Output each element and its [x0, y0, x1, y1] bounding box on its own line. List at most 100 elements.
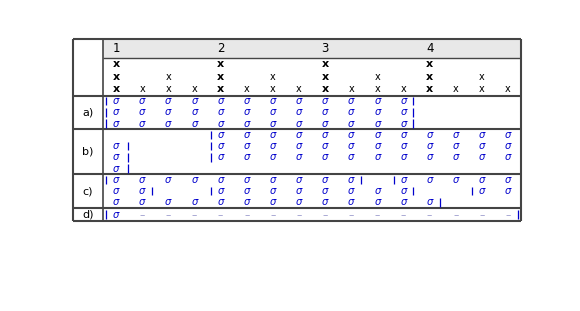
Text: σ: σ	[400, 197, 407, 207]
Text: x: x	[191, 84, 197, 94]
Text: σ: σ	[113, 164, 119, 174]
Text: –: –	[349, 210, 354, 220]
Text: –: –	[140, 210, 145, 220]
Text: x: x	[165, 72, 171, 82]
Text: x: x	[217, 72, 224, 82]
Text: σ: σ	[191, 96, 198, 106]
Text: σ: σ	[374, 186, 380, 196]
Text: σ: σ	[244, 96, 250, 106]
Text: σ: σ	[296, 197, 302, 207]
Text: σ: σ	[191, 175, 198, 185]
Text: σ: σ	[139, 96, 146, 106]
Text: σ: σ	[244, 130, 250, 140]
Text: σ: σ	[348, 107, 354, 117]
Text: x: x	[113, 72, 119, 82]
Text: 4: 4	[426, 42, 433, 55]
Text: x: x	[270, 84, 276, 94]
Text: σ: σ	[244, 175, 250, 185]
Text: –: –	[375, 210, 380, 220]
Text: x: x	[244, 84, 249, 94]
Text: σ: σ	[139, 175, 146, 185]
Text: x: x	[426, 59, 433, 69]
Text: σ: σ	[270, 152, 276, 162]
Text: σ: σ	[452, 152, 459, 162]
Text: σ: σ	[113, 210, 119, 220]
Text: –: –	[479, 210, 485, 220]
Text: σ: σ	[374, 96, 380, 106]
Text: σ: σ	[322, 130, 328, 140]
Text: σ: σ	[322, 107, 328, 117]
Text: σ: σ	[296, 130, 302, 140]
Text: σ: σ	[218, 107, 224, 117]
Text: σ: σ	[244, 152, 250, 162]
Text: σ: σ	[165, 197, 172, 207]
Text: σ: σ	[400, 141, 407, 151]
Text: σ: σ	[348, 130, 354, 140]
Text: σ: σ	[113, 197, 119, 207]
Text: –: –	[296, 210, 302, 220]
Text: σ: σ	[218, 119, 224, 129]
Text: σ: σ	[322, 96, 328, 106]
Text: 2: 2	[217, 42, 224, 55]
Text: σ: σ	[113, 119, 119, 129]
Text: σ: σ	[270, 130, 276, 140]
Text: σ: σ	[270, 96, 276, 106]
Text: σ: σ	[348, 175, 354, 185]
Text: σ: σ	[400, 186, 407, 196]
Text: x: x	[401, 84, 407, 94]
Text: σ: σ	[478, 130, 485, 140]
Text: σ: σ	[296, 141, 302, 151]
Text: σ: σ	[113, 152, 119, 162]
Text: –: –	[322, 210, 328, 220]
Text: σ: σ	[322, 152, 328, 162]
Text: σ: σ	[113, 107, 119, 117]
Text: σ: σ	[374, 141, 380, 151]
Text: σ: σ	[322, 197, 328, 207]
Text: σ: σ	[505, 130, 511, 140]
Text: σ: σ	[426, 152, 433, 162]
Text: σ: σ	[165, 107, 172, 117]
Text: d): d)	[82, 210, 93, 220]
Text: x: x	[113, 59, 119, 69]
Text: x: x	[270, 72, 276, 82]
Text: σ: σ	[244, 107, 250, 117]
Text: σ: σ	[348, 152, 354, 162]
Text: –: –	[401, 210, 406, 220]
Text: σ: σ	[218, 175, 224, 185]
Text: σ: σ	[270, 175, 276, 185]
Text: x: x	[479, 84, 485, 94]
Text: x: x	[505, 84, 511, 94]
Text: σ: σ	[296, 107, 302, 117]
Text: –: –	[166, 210, 171, 220]
Text: x: x	[375, 72, 380, 82]
Text: –: –	[453, 210, 458, 220]
Text: σ: σ	[505, 152, 511, 162]
Text: σ: σ	[218, 186, 224, 196]
Text: σ: σ	[478, 152, 485, 162]
Text: σ: σ	[218, 96, 224, 106]
Text: c): c)	[82, 186, 93, 196]
Text: σ: σ	[296, 186, 302, 196]
Text: σ: σ	[374, 119, 380, 129]
Text: σ: σ	[113, 175, 119, 185]
Text: σ: σ	[191, 197, 198, 207]
Text: σ: σ	[322, 119, 328, 129]
Text: σ: σ	[452, 130, 459, 140]
Text: σ: σ	[374, 130, 380, 140]
Text: σ: σ	[505, 175, 511, 185]
Text: σ: σ	[322, 186, 328, 196]
Text: σ: σ	[270, 119, 276, 129]
Text: x: x	[375, 84, 380, 94]
Text: x: x	[321, 72, 329, 82]
Text: σ: σ	[296, 152, 302, 162]
Text: σ: σ	[113, 186, 119, 196]
Text: x: x	[217, 59, 224, 69]
Text: σ: σ	[165, 119, 172, 129]
Text: σ: σ	[244, 197, 250, 207]
Text: σ: σ	[505, 186, 511, 196]
Text: σ: σ	[348, 141, 354, 151]
Text: x: x	[479, 72, 485, 82]
Text: b): b)	[82, 147, 93, 157]
Text: –: –	[505, 210, 511, 220]
Text: σ: σ	[191, 107, 198, 117]
